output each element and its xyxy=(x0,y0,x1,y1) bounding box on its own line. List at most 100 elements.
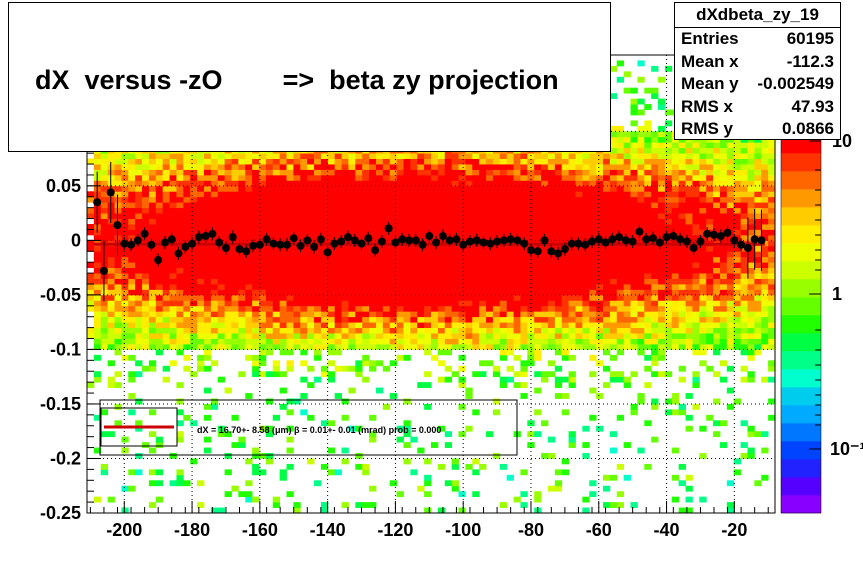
heatmap-cell xyxy=(121,191,129,198)
heatmap-cell xyxy=(403,294,411,301)
heatmap-cell xyxy=(479,343,487,350)
heatmap-cell xyxy=(699,343,707,350)
heatmap-cell xyxy=(259,425,267,432)
heatmap-cell xyxy=(658,142,666,149)
heatmap-cell xyxy=(479,327,487,334)
heatmap-cell xyxy=(499,463,508,470)
heatmap-cell xyxy=(87,305,95,312)
heatmap-cell xyxy=(616,207,625,214)
heatmap-cell xyxy=(293,502,301,508)
heatmap-cell xyxy=(747,431,755,438)
heatmap-cell xyxy=(369,414,377,421)
heatmap-cell xyxy=(692,142,700,149)
heatmap-cell xyxy=(348,229,356,236)
heatmap-cell xyxy=(362,207,370,214)
heatmap-cell xyxy=(272,191,281,198)
heatmap-cell xyxy=(403,338,411,345)
heatmap-cell xyxy=(575,305,583,312)
heatmap-cell xyxy=(733,300,741,307)
heatmap-cell xyxy=(719,142,728,149)
heatmap-cell xyxy=(169,251,177,258)
heatmap-cell xyxy=(100,180,109,187)
heatmap-cell xyxy=(630,273,638,279)
heatmap-cell xyxy=(190,267,198,274)
heatmap-cell xyxy=(513,371,521,378)
heatmap-cell xyxy=(293,343,301,350)
heatmap-cell xyxy=(417,196,425,203)
heatmap-cell xyxy=(252,447,260,454)
heatmap-cell xyxy=(589,327,597,334)
heatmap-cell xyxy=(692,300,700,307)
heatmap-cell xyxy=(197,180,205,187)
heatmap-cell xyxy=(375,251,384,258)
heatmap-cell xyxy=(740,234,748,241)
heatmap-cell xyxy=(506,224,514,230)
heatmap-cell xyxy=(486,224,494,230)
heatmap-cell xyxy=(265,180,274,187)
heatmap-cell xyxy=(231,174,239,181)
heatmap-cell xyxy=(210,256,219,263)
heatmap-cell xyxy=(678,409,686,416)
heatmap-cell xyxy=(719,284,728,290)
heatmap-cell xyxy=(603,300,611,307)
heatmap-cell xyxy=(217,327,225,334)
heatmap-cell xyxy=(658,207,666,214)
heatmap-cell xyxy=(142,294,150,301)
heatmap-cell xyxy=(623,202,631,209)
heatmap-cell xyxy=(210,224,219,230)
heatmap-cell xyxy=(114,153,122,159)
heatmap-cell xyxy=(465,153,473,159)
heatmap-cell xyxy=(128,300,136,307)
heatmap-cell xyxy=(197,174,205,181)
heatmap-cell xyxy=(520,174,528,181)
heatmap-cell xyxy=(327,294,336,301)
heatmap-cell xyxy=(754,218,762,225)
heatmap-cell xyxy=(320,191,329,198)
heatmap-cell xyxy=(128,311,136,318)
heatmap-cell xyxy=(396,311,404,318)
heatmap-cell xyxy=(472,267,480,274)
heatmap-cell xyxy=(616,224,625,230)
heatmap-cell xyxy=(685,485,693,492)
heatmap-cell xyxy=(568,278,576,285)
heatmap-cell xyxy=(637,153,645,159)
heatmap-cell xyxy=(692,164,700,170)
heatmap-cell xyxy=(197,262,205,269)
heatmap-cell xyxy=(747,174,755,181)
heatmap-cell xyxy=(417,234,425,241)
heatmap-cell xyxy=(148,207,157,214)
heatmap-cell xyxy=(93,300,102,307)
heatmap-cell xyxy=(692,185,700,192)
heatmap-cell xyxy=(768,169,776,176)
heatmap-cell xyxy=(554,305,563,312)
heatmap-cell xyxy=(506,229,514,236)
heatmap-cell xyxy=(630,245,638,252)
heatmap-cell xyxy=(547,327,556,334)
heatmap-cell xyxy=(389,480,397,487)
heatmap-cell xyxy=(396,169,404,176)
heatmap-cell xyxy=(259,202,267,209)
heatmap-cell xyxy=(740,196,748,203)
heatmap-cell xyxy=(706,147,714,154)
heatmap-cell xyxy=(609,207,618,214)
heatmap-cell xyxy=(107,158,115,165)
heatmap-cell xyxy=(203,169,212,176)
heatmap-cell xyxy=(719,289,728,296)
heatmap-cell xyxy=(224,338,232,345)
heatmap-cell xyxy=(320,158,329,165)
heatmap-cell xyxy=(740,153,748,159)
heatmap-cell xyxy=(107,213,115,219)
heatmap-cell xyxy=(424,322,432,329)
heatmap-cell xyxy=(362,376,370,383)
heatmap-cell xyxy=(644,354,652,361)
heatmap-cell xyxy=(320,278,329,285)
heatmap-cell xyxy=(575,185,583,192)
heatmap-cell xyxy=(664,289,673,296)
heatmap-cell xyxy=(444,349,453,356)
heatmap-cell xyxy=(637,164,645,170)
heatmap-cell xyxy=(616,338,625,345)
heatmap-cell xyxy=(203,349,212,356)
heatmap-cell xyxy=(217,224,225,230)
heatmap-cell xyxy=(424,202,432,209)
heatmap-cell xyxy=(623,262,631,269)
